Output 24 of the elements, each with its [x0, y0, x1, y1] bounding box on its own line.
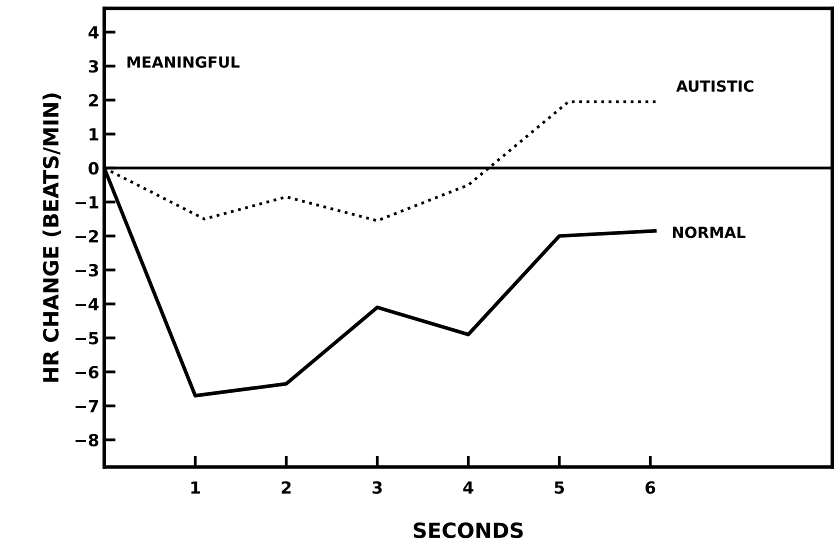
y-tick-label: 2 [89, 94, 98, 106]
y-tick-label: −4 [76, 298, 99, 310]
series-label: NORMAL [672, 226, 746, 238]
x-tick-label: 5 [554, 481, 564, 494]
y-tick-label: 3 [88, 60, 98, 73]
series-label: AUTISTIC [676, 80, 754, 92]
y-tick-label: −2 [76, 230, 98, 242]
x-tick-label: 2 [282, 481, 291, 494]
y-tick-label: −1 [76, 196, 98, 208]
x-tick-label: 3 [372, 481, 382, 494]
x-axis-title: SECONDS [414, 522, 523, 538]
y-tick-label: −6 [76, 366, 98, 378]
annotation: MEANINGFUL [127, 56, 240, 68]
x-tick-label: 6 [646, 481, 656, 494]
x-tick-label: 4 [463, 481, 474, 494]
y-tick-label: 1 [90, 128, 98, 140]
y-axis-title: HR CHANGE (BEATS/MIN) [42, 93, 62, 382]
y-tick-label: −7 [76, 400, 98, 412]
y-tick-label: −8 [76, 434, 98, 446]
y-tick-label: −5 [76, 332, 98, 344]
y-tick-label: 4 [88, 26, 99, 38]
y-tick-label: 0 [88, 162, 99, 175]
x-tick-label: 1 [191, 481, 200, 494]
y-tick-label: −3 [76, 264, 98, 277]
